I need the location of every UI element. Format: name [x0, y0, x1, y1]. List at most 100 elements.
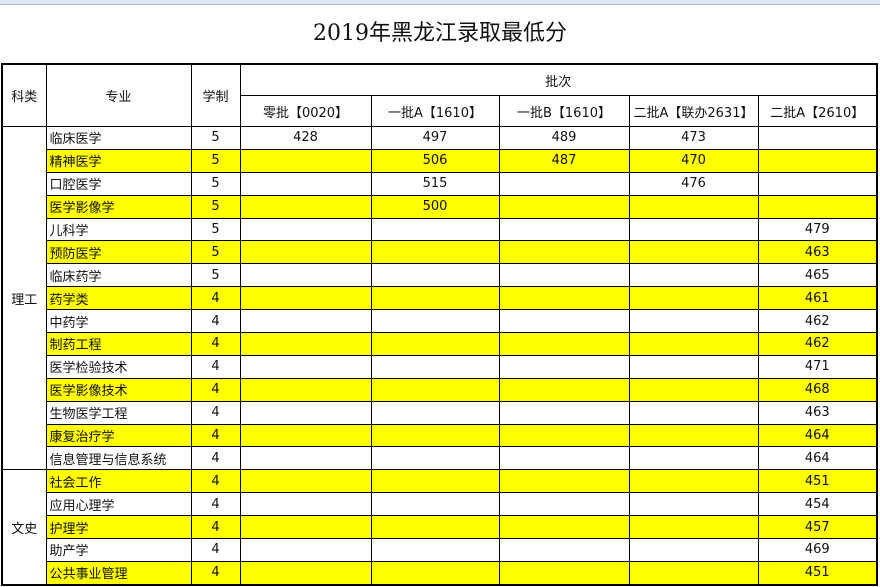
score-cell[interactable] — [628, 309, 759, 334]
score-cell[interactable] — [370, 423, 500, 448]
major-cell[interactable]: 公共事业管理 — [45, 560, 192, 586]
major-cell[interactable]: 预防医学 — [45, 240, 192, 265]
duration-cell[interactable]: 5 — [190, 126, 241, 150]
score-cell[interactable] — [628, 492, 759, 517]
score-cell[interactable] — [239, 309, 372, 334]
score-cell[interactable] — [239, 148, 372, 173]
score-cell[interactable]: 468 — [757, 377, 878, 402]
score-cell[interactable] — [628, 560, 759, 586]
score-cell[interactable]: 497 — [370, 126, 500, 150]
score-cell[interactable] — [628, 240, 759, 265]
score-cell[interactable] — [239, 354, 372, 379]
score-cell[interactable] — [628, 217, 759, 242]
category-cell[interactable]: 文史 — [1, 469, 47, 586]
major-cell[interactable]: 社会工作 — [45, 469, 192, 494]
score-cell[interactable] — [370, 377, 500, 402]
score-cell[interactable] — [628, 332, 759, 356]
score-cell[interactable] — [370, 332, 500, 356]
score-cell[interactable] — [498, 469, 630, 494]
score-cell[interactable] — [628, 423, 759, 448]
score-cell[interactable] — [628, 515, 759, 540]
score-cell[interactable]: 500 — [370, 194, 500, 219]
score-cell[interactable] — [628, 538, 759, 562]
score-cell[interactable] — [370, 354, 500, 379]
score-cell[interactable] — [498, 515, 630, 540]
score-cell[interactable] — [370, 286, 500, 311]
score-cell[interactable] — [239, 538, 372, 562]
score-cell[interactable]: 476 — [628, 171, 759, 196]
score-cell[interactable] — [370, 446, 500, 471]
duration-cell[interactable]: 5 — [190, 217, 241, 242]
score-cell[interactable]: 451 — [757, 560, 878, 586]
score-cell[interactable] — [498, 446, 630, 471]
score-cell[interactable] — [498, 309, 630, 334]
score-cell[interactable] — [628, 286, 759, 311]
score-cell[interactable]: 451 — [757, 469, 878, 494]
major-cell[interactable]: 医学影像学 — [45, 194, 192, 219]
score-cell[interactable] — [370, 217, 500, 242]
score-cell[interactable]: 457 — [757, 515, 878, 540]
score-cell[interactable] — [498, 286, 630, 311]
score-cell[interactable] — [239, 492, 372, 517]
score-cell[interactable] — [239, 217, 372, 242]
score-cell[interactable] — [498, 560, 630, 586]
major-cell[interactable]: 精神医学 — [45, 148, 192, 173]
score-cell[interactable] — [239, 446, 372, 471]
major-cell[interactable]: 临床医学 — [45, 126, 192, 150]
duration-cell[interactable]: 4 — [190, 446, 241, 471]
major-cell[interactable]: 生物医学工程 — [45, 400, 192, 425]
major-cell[interactable]: 药学类 — [45, 286, 192, 311]
duration-cell[interactable]: 4 — [190, 492, 241, 517]
score-cell[interactable] — [498, 400, 630, 425]
score-cell[interactable]: 462 — [757, 309, 878, 334]
score-cell[interactable] — [370, 469, 500, 494]
major-cell[interactable]: 信息管理与信息系统 — [45, 446, 192, 471]
duration-cell[interactable]: 4 — [190, 423, 241, 448]
score-cell[interactable]: 465 — [757, 263, 878, 288]
score-cell[interactable] — [239, 171, 372, 196]
major-cell[interactable]: 临床药学 — [45, 263, 192, 288]
score-cell[interactable]: 462 — [757, 332, 878, 356]
score-cell[interactable] — [370, 538, 500, 562]
major-cell[interactable]: 儿科学 — [45, 217, 192, 242]
duration-cell[interactable]: 4 — [190, 538, 241, 562]
duration-cell[interactable]: 4 — [190, 286, 241, 311]
score-cell[interactable]: 463 — [757, 240, 878, 265]
score-cell[interactable] — [757, 126, 878, 150]
score-cell[interactable] — [239, 560, 372, 586]
score-cell[interactable]: 464 — [757, 423, 878, 448]
major-cell[interactable]: 应用心理学 — [45, 492, 192, 517]
score-cell[interactable] — [370, 400, 500, 425]
duration-cell[interactable]: 4 — [190, 515, 241, 540]
score-cell[interactable] — [628, 194, 759, 219]
duration-cell[interactable]: 5 — [190, 194, 241, 219]
duration-cell[interactable]: 4 — [190, 354, 241, 379]
score-cell[interactable]: 487 — [498, 148, 630, 173]
score-cell[interactable]: 461 — [757, 286, 878, 311]
score-cell[interactable] — [498, 423, 630, 448]
score-cell[interactable] — [628, 446, 759, 471]
duration-cell[interactable]: 5 — [190, 240, 241, 265]
score-cell[interactable] — [498, 354, 630, 379]
duration-cell[interactable]: 5 — [190, 148, 241, 173]
score-cell[interactable] — [370, 263, 500, 288]
score-cell[interactable] — [370, 492, 500, 517]
duration-cell[interactable]: 5 — [190, 171, 241, 196]
major-cell[interactable]: 医学检验技术 — [45, 354, 192, 379]
score-cell[interactable] — [239, 423, 372, 448]
score-cell[interactable]: 479 — [757, 217, 878, 242]
score-cell[interactable] — [498, 332, 630, 356]
major-cell[interactable]: 制药工程 — [45, 332, 192, 356]
score-cell[interactable] — [239, 400, 372, 425]
score-cell[interactable] — [757, 171, 878, 196]
major-cell[interactable]: 口腔医学 — [45, 171, 192, 196]
score-cell[interactable] — [370, 515, 500, 540]
duration-cell[interactable]: 4 — [190, 400, 241, 425]
score-cell[interactable]: 428 — [239, 126, 372, 150]
score-cell[interactable] — [628, 400, 759, 425]
category-cell[interactable]: 理工 — [1, 125, 47, 471]
score-cell[interactable] — [498, 377, 630, 402]
score-cell[interactable] — [239, 515, 372, 540]
major-cell[interactable]: 中药学 — [45, 309, 192, 334]
score-cell[interactable]: 470 — [628, 148, 759, 173]
